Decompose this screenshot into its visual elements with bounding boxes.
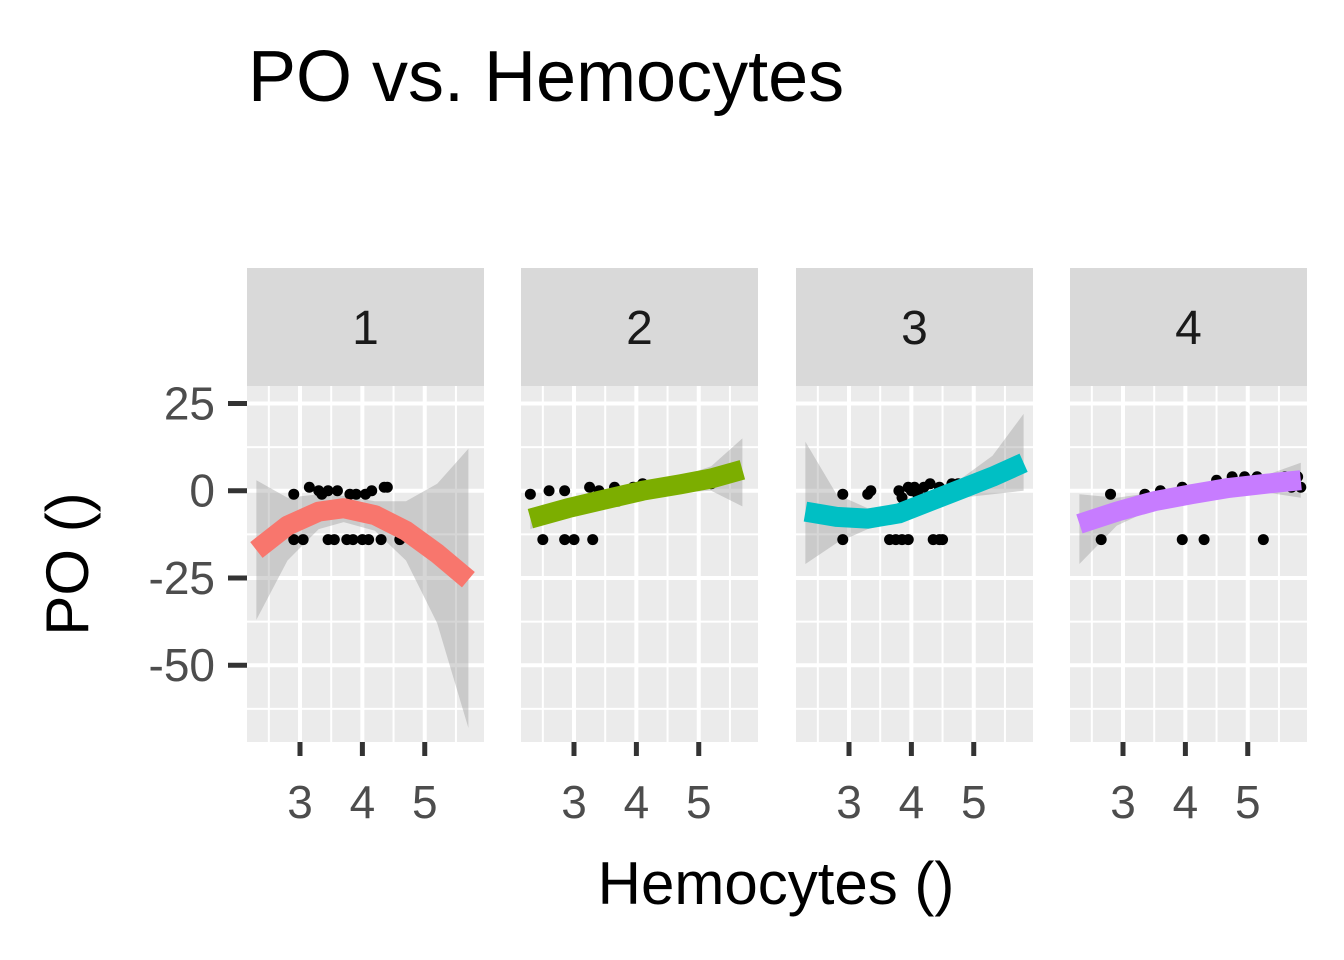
- data-point: [350, 488, 362, 500]
- y-tick-label: -50: [149, 639, 215, 691]
- x-axis-title: Hemocytes (): [598, 850, 955, 917]
- y-axis-title: PO (): [34, 492, 101, 635]
- panel-marks: [1076, 462, 1307, 564]
- data-point: [837, 488, 849, 500]
- data-point: [1095, 534, 1107, 546]
- data-point: [837, 534, 849, 546]
- y-tick-label: -25: [149, 552, 215, 604]
- chart-title: PO vs. Hemocytes: [248, 37, 844, 117]
- panel-marks: [803, 413, 1028, 564]
- data-point: [902, 534, 914, 546]
- data-point: [363, 534, 375, 546]
- smooth-fit-line: [527, 460, 746, 529]
- x-tick-label: 4: [1173, 776, 1199, 828]
- facet-strip-label: 4: [1175, 302, 1202, 355]
- data-point: [559, 534, 571, 546]
- x-tick-label: 3: [561, 776, 587, 828]
- data-point: [322, 485, 334, 497]
- x-tick-label: 5: [412, 776, 438, 828]
- data-point: [288, 488, 300, 500]
- x-tick-label: 5: [961, 776, 987, 828]
- x-tick-label: 5: [686, 776, 712, 828]
- data-point: [303, 481, 315, 493]
- panel-1: 1 3 4 5: [247, 268, 484, 828]
- facet-strip: [521, 268, 758, 386]
- data-point: [1176, 534, 1188, 546]
- x-tick-label: 4: [899, 776, 925, 828]
- data-point: [1198, 534, 1210, 546]
- panel-marks: [524, 438, 746, 546]
- data-point: [568, 534, 580, 546]
- data-point: [366, 485, 378, 497]
- data-point: [328, 534, 340, 546]
- data-point: [1105, 488, 1117, 500]
- panel-background: [1070, 386, 1307, 742]
- data-point: [865, 485, 877, 497]
- data-point: [331, 485, 343, 497]
- data-point: [584, 481, 596, 493]
- data-point: [375, 534, 387, 546]
- data-point: [543, 485, 555, 497]
- panel-background: [521, 386, 758, 742]
- smooth-fit-line: [803, 453, 1028, 529]
- panel-4: 43 4 5: [1070, 268, 1307, 828]
- data-point: [537, 534, 549, 546]
- facet-strip: [796, 268, 1033, 386]
- x-tick-label: 4: [624, 776, 650, 828]
- data-point: [297, 534, 309, 546]
- facet-strip-label: 3: [901, 302, 928, 355]
- x-tick-label: 4: [350, 776, 376, 828]
- facet-strip-label: 2: [626, 302, 653, 355]
- data-point: [288, 534, 300, 546]
- gridlines: [796, 386, 1033, 742]
- x-tick-label: 3: [836, 776, 862, 828]
- data-point: [1257, 534, 1269, 546]
- data-point: [524, 488, 536, 500]
- gridlines: [1070, 386, 1307, 742]
- facet-strip: [1070, 268, 1307, 386]
- panel-3: 33 4 5: [796, 268, 1033, 828]
- panel-marks: [250, 448, 475, 728]
- x-tick-label: 5: [1235, 776, 1261, 828]
- data-point: [381, 481, 393, 493]
- data-point: [937, 534, 949, 546]
- facet-strip: [247, 268, 484, 386]
- y-tick-label: 0: [189, 465, 215, 517]
- data-point: [559, 485, 571, 497]
- x-tick-label: 3: [1110, 776, 1136, 828]
- data-point: [587, 534, 599, 546]
- facet-panels: 13 4 523 4 533 4 543 4 5: [247, 268, 1307, 828]
- y-tick-label: 25: [164, 377, 215, 429]
- panel-2: 2 3 4 5: [521, 268, 758, 828]
- facet-strip-label: 1: [352, 302, 379, 355]
- data-point: [347, 534, 359, 546]
- panel-background: [796, 386, 1033, 742]
- smooth-fit-line: [1076, 470, 1302, 534]
- data-point: [924, 478, 936, 490]
- smooth-fit-line: [250, 498, 475, 588]
- x-tick-label: 3: [287, 776, 313, 828]
- y-axis: 25 0 -25 -50: [149, 377, 247, 691]
